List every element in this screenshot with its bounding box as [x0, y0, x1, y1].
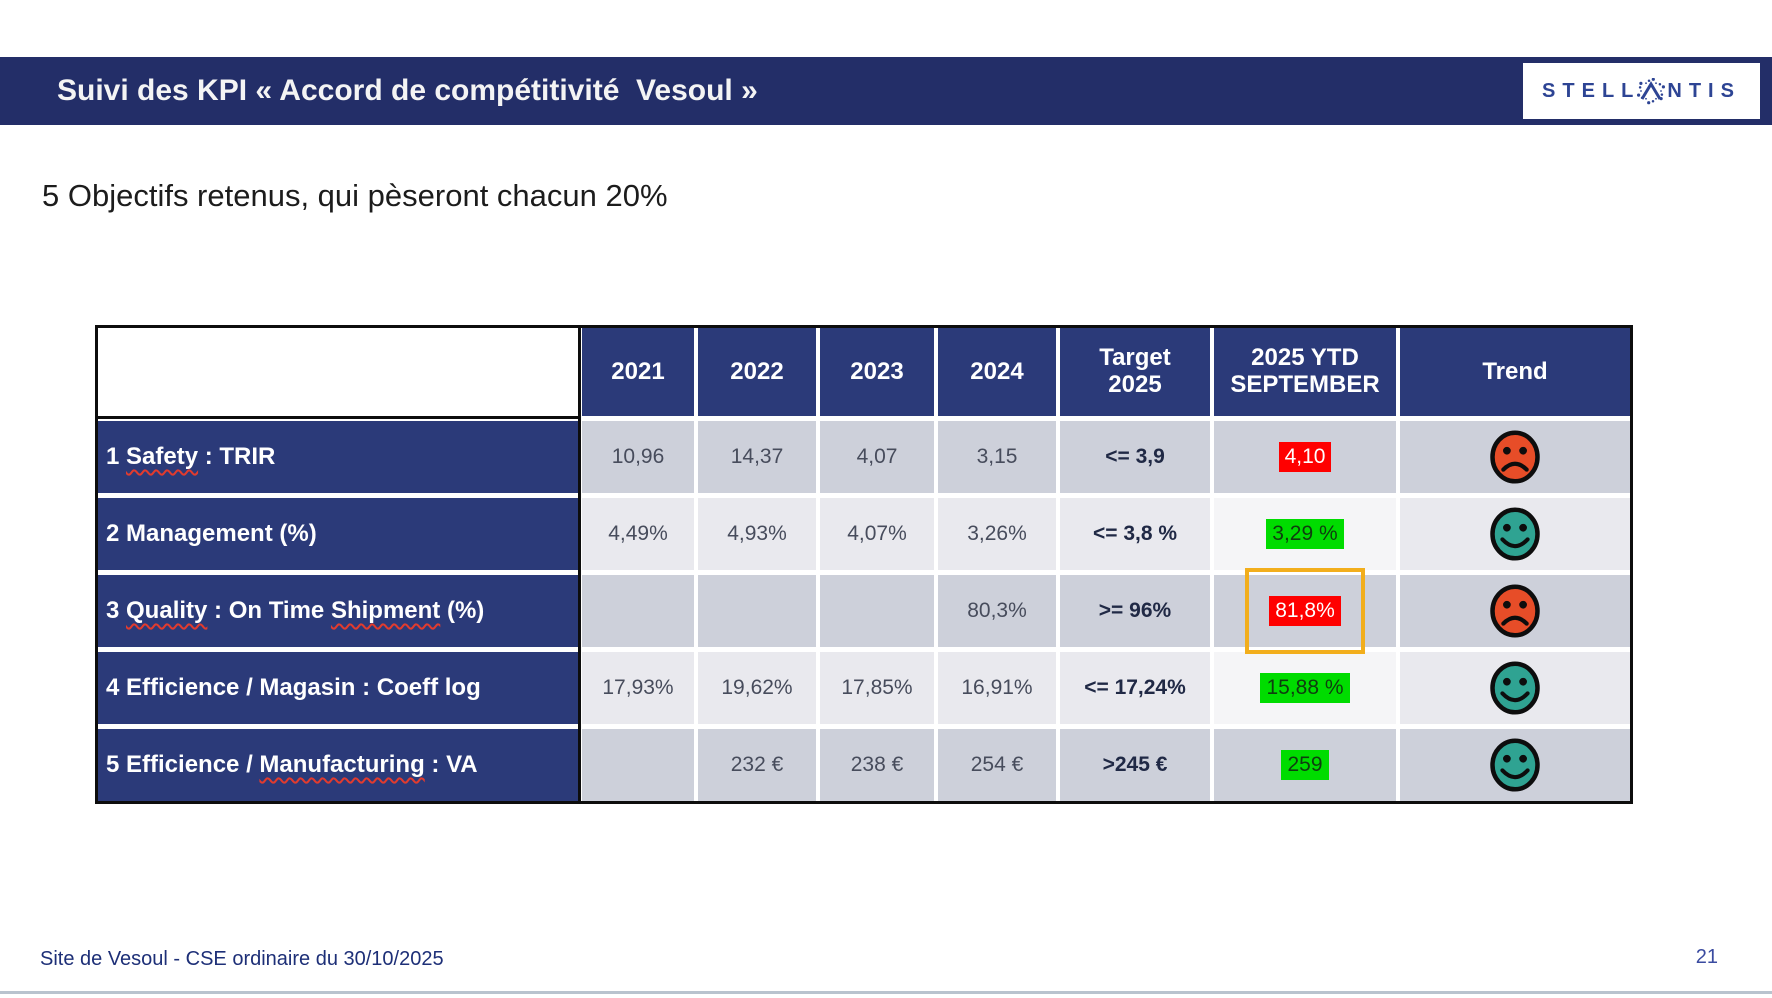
cell-ytd-september: 15,88 % [1214, 652, 1396, 724]
header-cell-2023: 2023 [820, 328, 934, 416]
footer-page-number: 21 [1695, 946, 1718, 968]
header-cell-2021: 2021 [582, 328, 694, 416]
trend-face-sad-icon [1490, 584, 1540, 638]
label-word: 5 Efficience / [106, 751, 260, 778]
table-header-divider [98, 416, 581, 419]
cell-target-2025: <= 17,24% [1060, 652, 1210, 724]
kpi-row-label: 2 Management (%) [98, 498, 578, 570]
cell-ytd-september: 4,10 [1214, 421, 1396, 493]
ytd-value-bad: 4,10 [1278, 442, 1332, 472]
cell-2022 [698, 575, 816, 647]
label-word-misspelled: Shipment [330, 597, 441, 624]
cell-2024: 3,15 [938, 421, 1056, 493]
cell-trend [1400, 421, 1630, 493]
cell-target-2025: >245 € [1060, 729, 1210, 801]
trend-face-happy-icon [1490, 661, 1540, 715]
label-word-misspelled: Quality [126, 597, 208, 624]
cell-2023: 17,85% [820, 652, 934, 724]
cell-2024: 254 € [938, 729, 1056, 801]
cell-trend [1400, 575, 1630, 647]
footer-divider-line [0, 991, 1772, 994]
label-word: : TRIR [198, 443, 276, 470]
label-word: : VA [424, 751, 478, 778]
ytd-value-good: 259 [1281, 750, 1329, 780]
kpi-row-label: 3 Quality : On Time Shipment (%) [98, 575, 578, 647]
cell-2022: 14,37 [698, 421, 816, 493]
header-cell-target: Target 2025 [1060, 328, 1210, 416]
stellantis-logo: STELL NTIS [1523, 63, 1760, 119]
label-word-misspelled: Manufacturing [259, 751, 425, 778]
cell-trend [1400, 652, 1630, 724]
kpi-row-label: 5 Efficience / Manufacturing : VA [98, 729, 578, 801]
stellantis-logo-text: STELL NTIS [1542, 77, 1741, 105]
cell-2023: 4,07 [820, 421, 934, 493]
cell-2023 [820, 575, 934, 647]
top-banner: Suivi des KPI « Accord de compétitivité … [0, 57, 1772, 125]
cell-2024: 80,3% [938, 575, 1056, 647]
cell-2021 [582, 575, 694, 647]
label-word: 3 [106, 597, 127, 624]
label-word: : On Time [207, 597, 331, 624]
cell-2022: 19,62% [698, 652, 816, 724]
trend-face-happy-icon [1490, 507, 1540, 561]
kpi-row-label: 1 Safety : TRIR [98, 421, 578, 493]
cell-trend [1400, 498, 1630, 570]
cell-ytd-september: 3,29 % [1214, 498, 1396, 570]
logo-a-icon [1637, 77, 1666, 104]
cell-2021 [582, 729, 694, 801]
footer-site-text: Site de Vesoul - CSE ordinaire du 30/10/… [40, 948, 444, 970]
kpi-row-label: 4 Efficience / Magasin : Coeff log [98, 652, 578, 724]
cell-target-2025: <= 3,9 [1060, 421, 1210, 493]
table-vertical-divider [578, 328, 581, 801]
ytd-value-bad: 81,8% [1269, 596, 1341, 626]
cell-target-2025: >= 96% [1060, 575, 1210, 647]
cell-2022: 232 € [698, 729, 816, 801]
trend-face-happy-icon [1490, 738, 1540, 792]
cell-ytd-september: 259 [1214, 729, 1396, 801]
cell-2021: 17,93% [582, 652, 694, 724]
header-cell-empty [98, 328, 578, 416]
label-word: 2 Management (%) [106, 520, 317, 547]
cell-2023: 238 € [820, 729, 934, 801]
kpi-table: 2021 2022 2023 2024 Target 2025 2025 YTD SEPT… [95, 325, 1633, 804]
cell-target-2025: <= 3,8 % [1060, 498, 1210, 570]
cell-2022: 4,93% [698, 498, 816, 570]
cell-2023: 4,07% [820, 498, 934, 570]
cell-2024: 3,26% [938, 498, 1056, 570]
slide-title: Suivi des KPI « Accord de compétitivité … [57, 74, 758, 107]
logo-text-right: NTIS [1667, 79, 1741, 102]
header-cell-2024: 2024 [938, 328, 1056, 416]
label-word-misspelled: Safety [126, 443, 199, 470]
cell-2024: 16,91% [938, 652, 1056, 724]
header-cell-trend: Trend [1400, 328, 1630, 416]
slide-subtitle: 5 Objectifs retenus, qui pèseront chacun… [42, 178, 668, 213]
label-word: (%) [440, 597, 485, 624]
header-cell-2022: 2022 [698, 328, 816, 416]
label-word: 4 Efficience / Magasin : Coeff log [106, 674, 481, 701]
cell-trend [1400, 729, 1630, 801]
logo-text-left: STELL [1542, 79, 1641, 102]
cell-2021: 10,96 [582, 421, 694, 493]
ytd-value-good: 3,29 % [1266, 519, 1344, 549]
ytd-value-good: 15,88 % [1260, 673, 1350, 703]
cell-2021: 4,49% [582, 498, 694, 570]
header-cell-2025-ytd: 2025 YTD SEPTEMBER [1214, 328, 1396, 416]
trend-face-sad-icon [1490, 430, 1540, 484]
ytd-highlight-box: 81,8% [1245, 568, 1365, 654]
cell-ytd-september: 81,8% [1214, 568, 1396, 654]
label-word: 1 [106, 443, 127, 470]
